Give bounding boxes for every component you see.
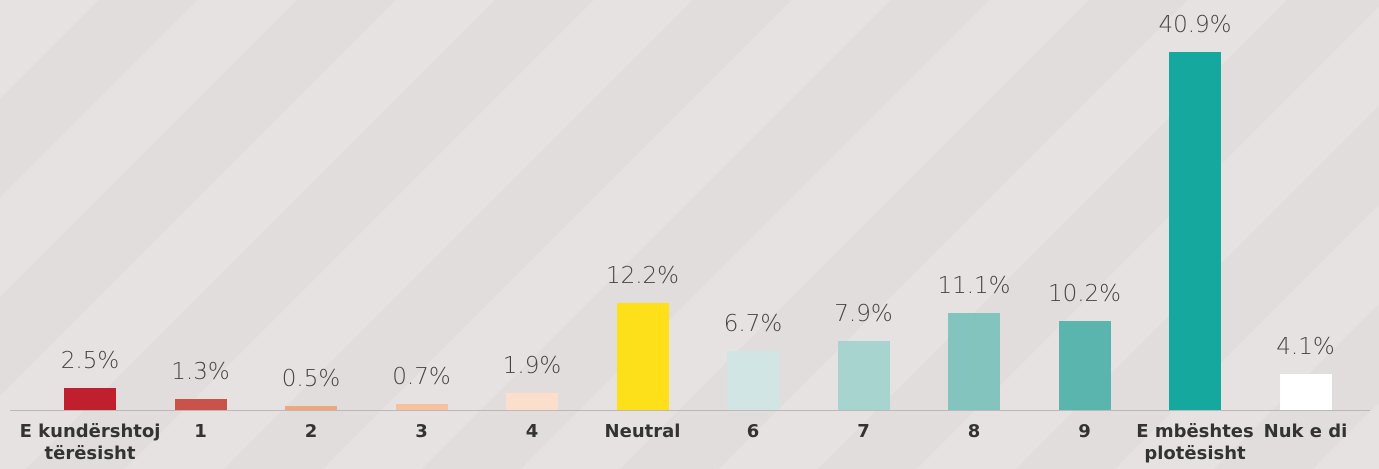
- x-tick-label: 4: [525, 421, 539, 442]
- value-label: 0.7%: [392, 363, 451, 390]
- x-tick-label: E kundërshtoj tërësisht: [19, 421, 161, 464]
- bar: [616, 303, 669, 410]
- value-label: 10.2%: [1047, 280, 1122, 307]
- value-label: 12.2%: [605, 263, 680, 290]
- x-tick-label: 6: [746, 421, 760, 442]
- x-tick-label: 3: [415, 421, 428, 442]
- x-tick-label: Neutral: [604, 421, 681, 442]
- bar: [837, 340, 890, 410]
- value-label: 1.9%: [502, 353, 562, 380]
- value-label: 7.9%: [834, 300, 893, 327]
- bar: [395, 403, 448, 410]
- value-label: 11.1%: [937, 272, 1011, 299]
- value-label: 1.3%: [171, 358, 230, 385]
- x-tick-label: Nuk e di: [1263, 421, 1348, 442]
- bar: [1058, 320, 1111, 410]
- bar: [64, 388, 116, 410]
- x-tick-label: 8: [967, 421, 981, 442]
- value-label: 0.5%: [281, 365, 341, 392]
- bar: [727, 351, 779, 410]
- value-label: 4.1%: [1276, 334, 1335, 361]
- x-tick-label: 2: [304, 421, 318, 442]
- bar: [174, 398, 227, 410]
- x-tick-label: 9: [1078, 421, 1091, 442]
- value-label: 2.5%: [60, 348, 120, 375]
- baseline: [10, 410, 1370, 411]
- x-tick-label: 1: [194, 421, 207, 442]
- bar: [1169, 52, 1221, 410]
- bar: [285, 405, 337, 410]
- bar: [506, 393, 558, 410]
- bar: [1279, 374, 1332, 410]
- value-label: 6.7%: [723, 311, 783, 338]
- x-tick-label: 7: [857, 421, 870, 442]
- x-tick-label: E mbështes plotësisht: [1136, 421, 1254, 464]
- bar: [948, 312, 1000, 410]
- value-label: 40.9%: [1158, 12, 1232, 39]
